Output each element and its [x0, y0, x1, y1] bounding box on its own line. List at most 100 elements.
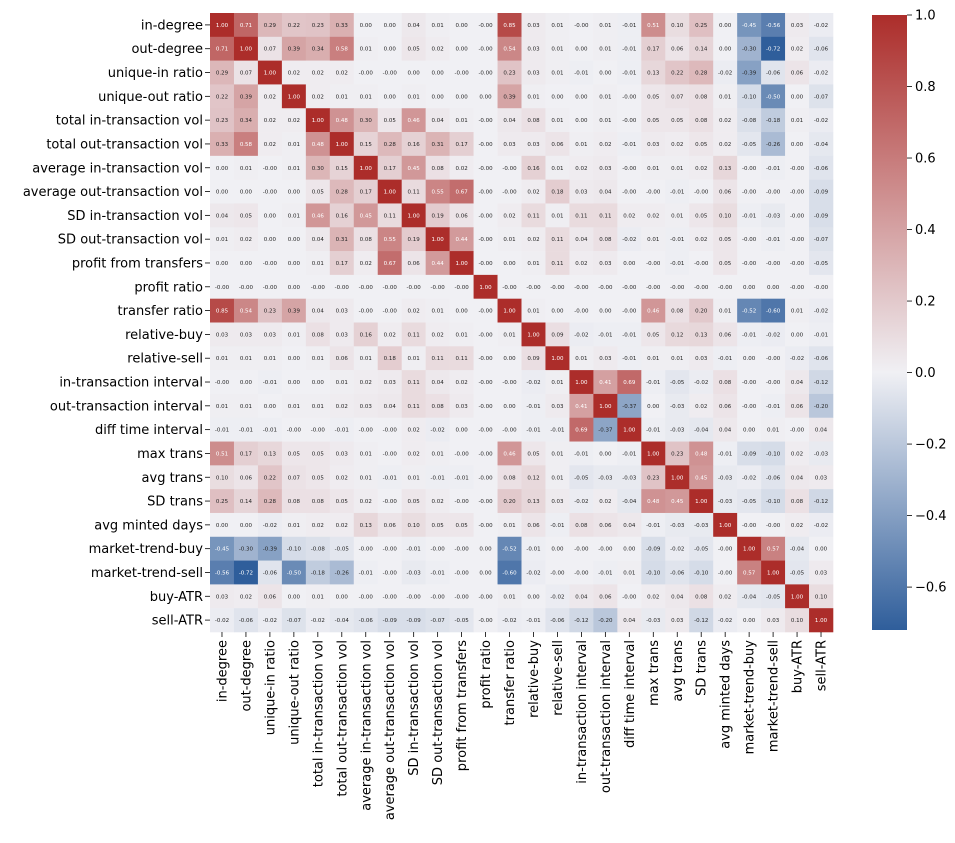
cell-value-label: 0.03 — [527, 142, 540, 148]
heatmap-cell — [665, 13, 690, 38]
heatmap-cell — [449, 322, 474, 347]
heatmap-cell — [809, 251, 834, 276]
y-axis-labels: in-degree out-degree unique-in ratio unique… — [23, 18, 210, 629]
cell-value-label: -0.03 — [670, 428, 685, 434]
heatmap-cell — [785, 251, 810, 276]
cell-value-label: 0.02 — [503, 213, 515, 219]
colorbar-tick-label: −0.4 — [915, 509, 947, 524]
heatmap-cell — [497, 608, 522, 633]
cell-value-label: 0.45 — [671, 499, 684, 505]
cell-value-label: 0.02 — [599, 142, 611, 148]
heatmap-cell — [233, 512, 259, 538]
cell-value-label: -0.09 — [742, 451, 757, 457]
heatmap-cell — [449, 155, 474, 180]
heatmap-cell — [785, 179, 810, 204]
cell-value-label: 0.44 — [455, 237, 468, 243]
heatmap-cell — [761, 465, 786, 490]
cell-value-label: 1.00 — [384, 190, 397, 196]
heatmap-cell — [641, 13, 666, 38]
heatmap-cell — [713, 60, 738, 85]
heatmap-cell — [473, 108, 498, 133]
heatmap-cell — [641, 60, 666, 85]
cell-value-label: -0.00 — [431, 594, 446, 600]
cell-value-label: 0.02 — [647, 213, 659, 219]
heatmap-cell — [210, 203, 235, 228]
heatmap-cell — [569, 13, 594, 38]
heatmap-cell — [569, 132, 594, 157]
heatmap-cell — [257, 465, 283, 490]
heatmap-cell — [377, 512, 402, 538]
cell-value-label: -0.02 — [718, 71, 732, 77]
cell-value-label: 0.04 — [575, 594, 588, 600]
heatmap-cell — [809, 536, 834, 561]
cell-value-label: -0.10 — [646, 570, 661, 576]
cell-value-label: 0.11 — [384, 213, 396, 219]
cell-value-label: 0.39 — [288, 47, 301, 53]
heatmap-cell — [305, 132, 331, 157]
heatmap-cell — [545, 227, 570, 252]
cell-value-label: 0.85 — [503, 23, 516, 29]
cell-value-label: 0.39 — [288, 309, 301, 315]
cell-value-label: -0.00 — [622, 118, 637, 124]
cell-value-label: -0.00 — [790, 237, 805, 243]
cell-value-label: 0.05 — [312, 190, 325, 196]
cell-value-label: -0.02 — [766, 332, 780, 338]
heatmap-cell — [689, 608, 714, 633]
heatmap-cell — [809, 13, 834, 38]
heatmap-cell — [521, 298, 546, 323]
cell-value-label: 0.04 — [623, 523, 636, 529]
heatmap-cell — [401, 608, 426, 633]
cell-value-label: -0.00 — [742, 166, 757, 172]
cell-value-label: -0.01 — [407, 547, 421, 553]
cell-value-label: 0.41 — [599, 380, 611, 386]
heatmap-cell — [809, 370, 834, 395]
heatmap-cell — [737, 489, 762, 514]
cell-value-label: -0.00 — [766, 261, 781, 267]
x-tick-label: max trans — [647, 640, 662, 706]
cell-value-label: -0.01 — [670, 237, 684, 243]
cell-value-label: -0.09 — [646, 547, 661, 553]
cell-value-label: 0.01 — [288, 142, 300, 148]
heatmap-cell — [377, 274, 402, 299]
cell-value-label: -0.00 — [478, 237, 493, 243]
cell-value-label: -0.00 — [478, 428, 493, 434]
heatmap-cell — [641, 251, 666, 276]
cell-value-label: 0.09 — [527, 356, 540, 362]
colorbar-ticks: 1.0 0.8 0.6 0.4 0.2 0.0 −0.2 −0.4 −0.6 — [907, 9, 947, 596]
heatmap-cell — [377, 155, 402, 180]
cell-value-label: 0.30 — [360, 118, 373, 124]
cell-value-label: 0.00 — [527, 594, 540, 600]
heatmap-cell — [210, 465, 235, 490]
cell-value-label: 0.00 — [384, 94, 397, 100]
heatmap-cell — [401, 322, 426, 347]
heatmap-cell — [785, 370, 810, 395]
heatmap-cells: 1.00 0.71 0.29 0.22 0.23 0.33 0.00 0.00 0.04 0.01… — [210, 13, 834, 633]
heatmap-cell — [737, 108, 762, 133]
cell-value-label: -0.03 — [670, 404, 685, 410]
heatmap-cell — [521, 60, 546, 85]
cell-value-label: 0.00 — [479, 570, 492, 576]
cell-value-label: -0.01 — [646, 380, 660, 386]
heatmap-cell — [425, 36, 450, 61]
cell-value-label: 0.02 — [527, 190, 539, 196]
cell-value-label: 0.23 — [216, 118, 229, 124]
x-tick-label: SD in-transaction vol — [407, 640, 422, 776]
heatmap-cell — [761, 155, 786, 180]
heatmap-cell — [210, 393, 235, 419]
heatmap-cell — [617, 608, 642, 633]
heatmap-cell — [377, 441, 402, 466]
cell-value-label: 0.02 — [240, 237, 252, 243]
cell-value-label: -0.05 — [766, 594, 781, 600]
heatmap-cell — [617, 36, 642, 61]
cell-value-label: 0.03 — [240, 332, 253, 338]
cell-value-label: -0.02 — [431, 428, 445, 434]
x-tick-label: in-transaction interval — [575, 640, 590, 784]
cell-value-label: 0.03 — [791, 23, 804, 29]
cell-value-label: -0.12 — [814, 499, 828, 505]
heatmap-cell — [401, 465, 426, 490]
heatmap-cell — [521, 512, 546, 538]
cell-value-label: 0.08 — [671, 309, 684, 315]
cell-value-label: -0.00 — [790, 166, 805, 172]
heatmap-cell — [521, 489, 546, 514]
